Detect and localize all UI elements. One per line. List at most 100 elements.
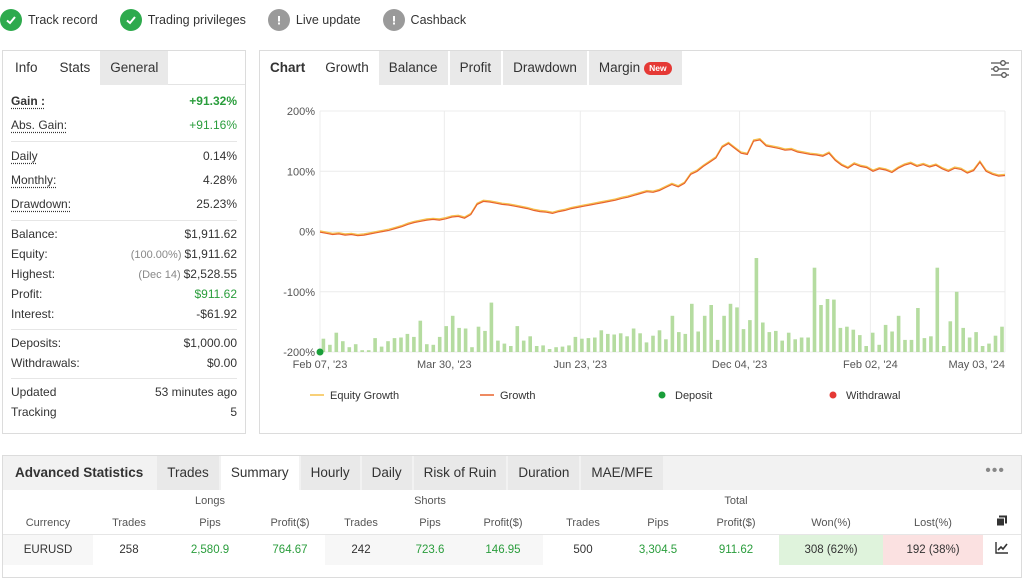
legend-label: Growth <box>500 390 535 402</box>
volume-bar <box>948 321 953 352</box>
volume-bar <box>334 332 339 352</box>
volume-bar <box>819 305 823 352</box>
volume-bar <box>515 326 520 352</box>
tab-drawdown[interactable]: Drawdown <box>503 51 587 85</box>
volume-bar <box>883 324 888 352</box>
volume-bar <box>715 339 720 352</box>
tab-mae-mfe[interactable]: MAE/MFE <box>581 456 663 490</box>
cell-long-pips: 2,580.9 <box>165 533 255 565</box>
volume-bar <box>677 332 681 352</box>
volume-bar <box>457 327 461 352</box>
badge-live-update[interactable]: Live update <box>267 7 361 33</box>
volume-bar <box>812 267 817 352</box>
equity-value: $1,911.62 <box>184 247 238 261</box>
volume-bar <box>922 338 927 352</box>
volume-bar <box>618 333 623 352</box>
interest-row: Interest: -$61.92 <box>11 304 237 324</box>
volume-bar <box>825 299 830 352</box>
balance-value: $1,911.62 <box>184 227 238 241</box>
volume-bar <box>554 347 558 352</box>
badge-trading-privileges[interactable]: Trading privileges <box>119 7 246 33</box>
volume-bar <box>767 332 772 352</box>
gain-label[interactable]: Gain : <box>11 94 46 108</box>
tab-profit[interactable]: Profit <box>449 51 502 85</box>
daily-row: Daily 0.14% <box>11 146 237 166</box>
volume-bar <box>606 333 610 352</box>
growth-line <box>319 139 1006 237</box>
volume-bar <box>431 344 436 352</box>
tab-info[interactable]: Info <box>3 51 50 85</box>
exclamation-icon <box>382 9 405 31</box>
copy-icon[interactable] <box>983 512 1021 534</box>
cell-total-pips: 3,304.5 <box>623 533 693 565</box>
volume-bar <box>412 336 416 352</box>
monthly-label[interactable]: Monthly: <box>11 173 57 187</box>
tab-general[interactable]: General <box>100 51 169 85</box>
updated-row: Updated 53 minutes ago <box>11 382 237 402</box>
adv-title: Advanced Statistics <box>3 456 156 490</box>
cell-short-profit: 146.95 <box>463 533 543 565</box>
growth-chart: 200% 100% 0% -100% -200%Feb 07, '23 Mar 30, '… <box>283 106 1006 402</box>
more-icon[interactable]: ••• <box>985 462 1005 479</box>
check-icon <box>119 9 142 31</box>
drawdown-value: 25.23% <box>196 197 237 211</box>
volume-bar <box>476 326 481 352</box>
badge-track-record[interactable]: Track record <box>0 7 98 33</box>
advanced-statistics-panel: Advanced Statistics Trades Summary Hourl… <box>2 455 1022 578</box>
tab-balance[interactable]: Balance <box>378 51 448 85</box>
volume-bar <box>696 331 700 352</box>
summary-table: Longs Shorts Total Currency Trades Pips … <box>3 490 1021 565</box>
volume-bar <box>509 346 513 352</box>
tab-risk-of-ruin[interactable]: Risk of Ruin <box>413 456 507 490</box>
volume-bar <box>657 330 662 352</box>
x-tick-label: Feb 07, '23 <box>293 359 348 371</box>
daily-label[interactable]: Daily <box>11 149 38 163</box>
badge-label: Cashback <box>410 13 467 27</box>
sliders-icon[interactable] <box>989 59 1011 79</box>
volume-bar <box>728 303 733 352</box>
highest-label: Highest: <box>11 267 56 281</box>
volume-bar <box>735 307 739 352</box>
legend-marker <box>658 391 666 399</box>
volume-bar <box>353 344 358 352</box>
volume-bar <box>954 291 959 353</box>
info-panel: Info Stats General Gain : +91.32% Abs. Ga… <box>2 50 246 434</box>
tab-summary[interactable]: Summary <box>220 456 299 490</box>
volume-bar <box>631 328 636 352</box>
tab-hourly[interactable]: Hourly <box>300 456 360 490</box>
monthly-row: Monthly: 4.28% <box>11 170 237 190</box>
new-badge: New <box>644 61 672 75</box>
tab-daily[interactable]: Daily <box>361 456 412 490</box>
tab-margin[interactable]: Margin New <box>588 51 682 85</box>
tab-duration[interactable]: Duration <box>508 456 580 490</box>
volume-bar <box>567 345 571 352</box>
tab-chart[interactable]: Chart <box>260 51 316 85</box>
abs-gain-label[interactable]: Abs. Gain: <box>11 118 68 132</box>
group-shorts: Shorts <box>414 495 446 507</box>
tab-growth[interactable]: Growth <box>315 51 379 85</box>
volume-bar <box>593 337 597 352</box>
chart-line-icon[interactable] <box>983 533 1021 565</box>
volume-bar <box>845 326 849 352</box>
tab-trades[interactable]: Trades <box>157 456 219 490</box>
volume-bar <box>683 333 688 352</box>
volume-bar <box>754 258 759 352</box>
cell-total-trades: 500 <box>543 533 623 565</box>
volume-bar <box>838 327 843 352</box>
volume-bar <box>993 335 998 352</box>
col-short-trades: Trades <box>344 516 378 529</box>
volume-bar <box>560 346 565 352</box>
badge-cashback[interactable]: Cashback <box>382 7 467 33</box>
volume-bar <box>1000 326 1004 352</box>
volume-bar <box>890 331 894 352</box>
tab-stats[interactable]: Stats <box>49 51 101 85</box>
tab-margin-label: Margin <box>598 60 641 75</box>
volume-bar <box>399 337 403 352</box>
volume-bar <box>916 308 920 352</box>
volume-bar <box>360 350 364 352</box>
volume-bar <box>386 341 390 352</box>
chart-panel: Chart Growth Balance Profit Drawdown Mar… <box>259 50 1022 434</box>
volume-bar <box>761 322 765 352</box>
balance-label: Balance: <box>11 227 58 241</box>
drawdown-label[interactable]: Drawdown: <box>11 197 72 211</box>
